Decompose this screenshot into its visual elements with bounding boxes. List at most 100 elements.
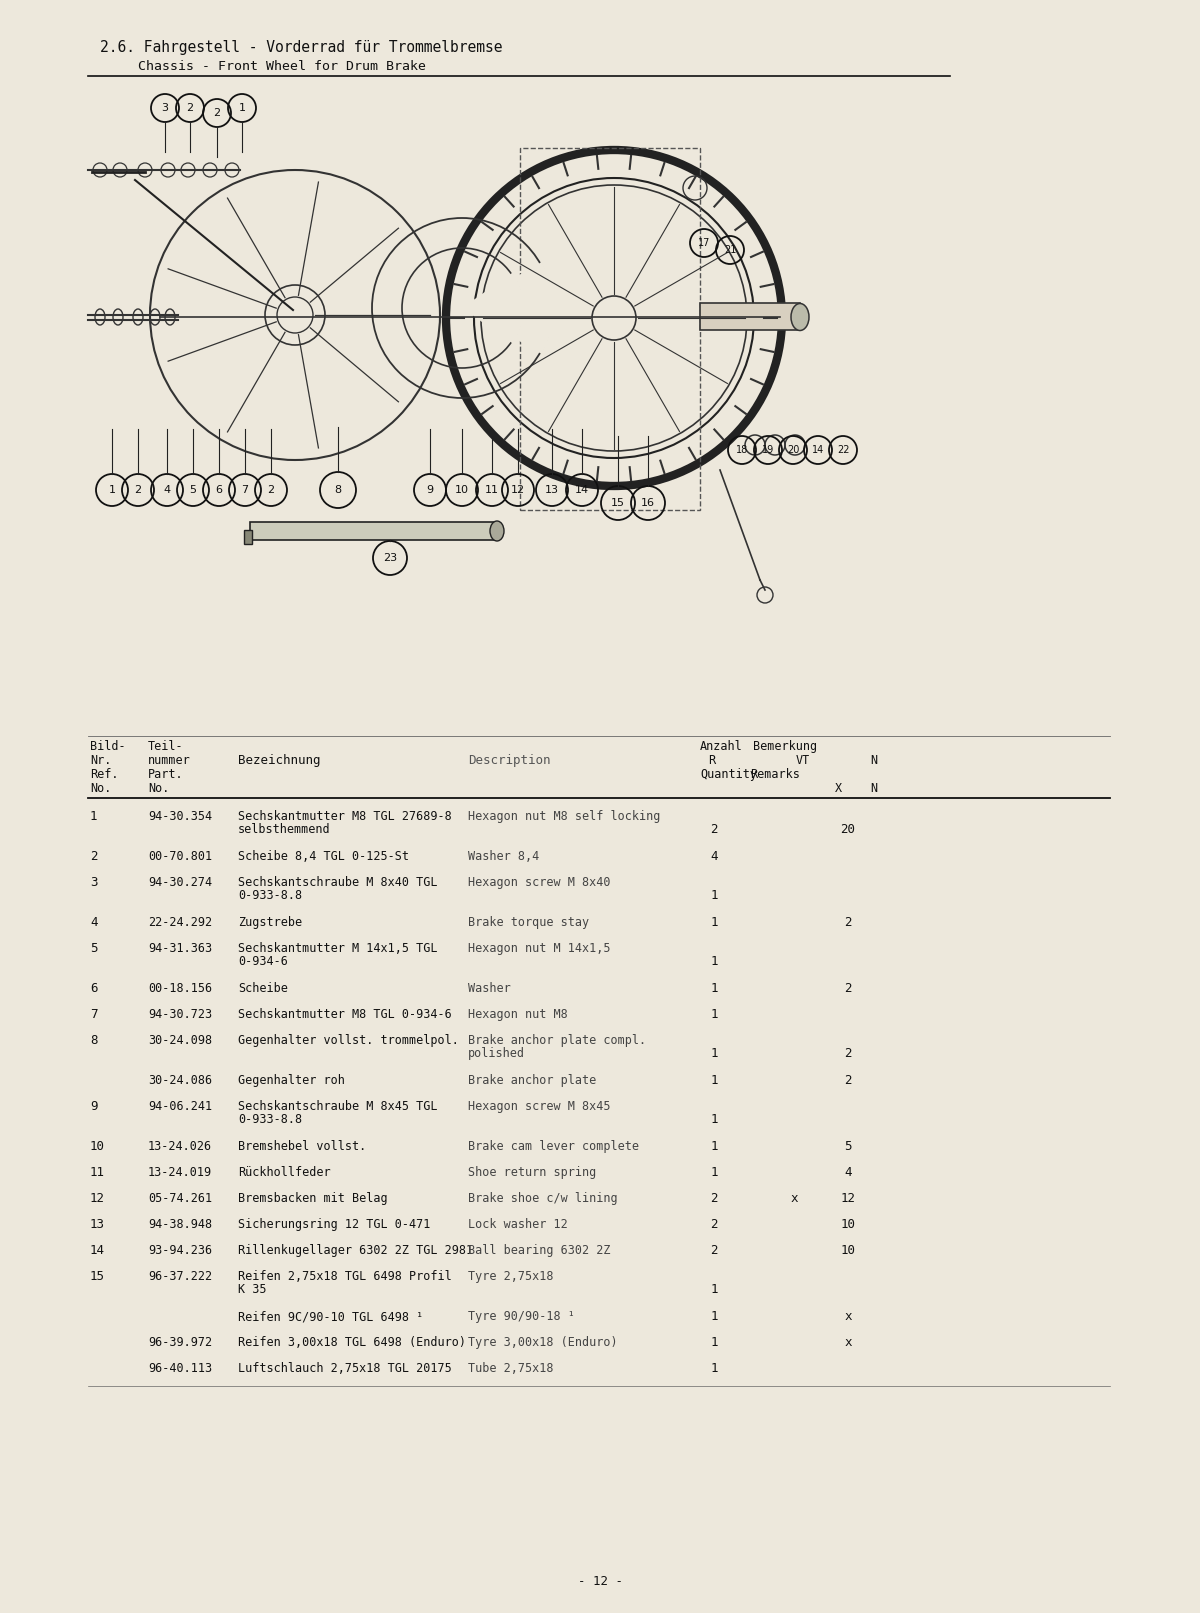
Text: Brake torque stay: Brake torque stay [468, 916, 589, 929]
Text: 96-37.222: 96-37.222 [148, 1269, 212, 1282]
Text: selbsthemmend: selbsthemmend [238, 823, 331, 836]
Text: 22-24.292: 22-24.292 [148, 916, 212, 929]
Text: 1: 1 [108, 486, 115, 495]
Text: 00-70.801: 00-70.801 [148, 850, 212, 863]
Text: Sicherungsring 12 TGL 0-471: Sicherungsring 12 TGL 0-471 [238, 1218, 431, 1231]
Text: 4: 4 [163, 486, 170, 495]
Text: K 35: K 35 [238, 1282, 266, 1295]
Text: 19: 19 [762, 445, 774, 455]
Text: 2: 2 [214, 108, 221, 118]
Text: 13-24.026: 13-24.026 [148, 1140, 212, 1153]
Text: 3: 3 [162, 103, 168, 113]
Text: polished: polished [468, 1047, 526, 1060]
Text: Part.: Part. [148, 768, 184, 781]
Text: 2: 2 [90, 850, 97, 863]
Text: 1: 1 [710, 1361, 718, 1374]
Text: 4: 4 [710, 850, 718, 863]
Text: No.: No. [148, 782, 169, 795]
Text: 30-24.086: 30-24.086 [148, 1074, 212, 1087]
Text: Reifen 9C/90-10 TGL 6498 ¹: Reifen 9C/90-10 TGL 6498 ¹ [238, 1310, 424, 1323]
Text: 2: 2 [710, 823, 718, 836]
Text: Gegenhalter vollst. trommelpol.: Gegenhalter vollst. trommelpol. [238, 1034, 458, 1047]
Text: 10: 10 [90, 1140, 106, 1153]
Text: Hexagon nut M 14x1,5: Hexagon nut M 14x1,5 [468, 942, 611, 955]
Text: 0-933-8.8: 0-933-8.8 [238, 1113, 302, 1126]
Text: Bemerkung: Bemerkung [754, 740, 817, 753]
Text: 20: 20 [787, 445, 799, 455]
Text: 3: 3 [90, 876, 97, 889]
Text: Sechskantschraube M 8x40 TGL: Sechskantschraube M 8x40 TGL [238, 876, 438, 889]
Text: Brake anchor plate compl.: Brake anchor plate compl. [468, 1034, 646, 1047]
Text: Hexagon screw M 8x45: Hexagon screw M 8x45 [468, 1100, 611, 1113]
Text: 2: 2 [710, 1218, 718, 1231]
Text: 13: 13 [545, 486, 559, 495]
Text: 16: 16 [641, 498, 655, 508]
Text: Tyre 90/90-18 ¹: Tyre 90/90-18 ¹ [468, 1310, 575, 1323]
Text: 21: 21 [724, 245, 736, 255]
Text: 15: 15 [90, 1269, 106, 1282]
Text: Hexagon screw M 8x40: Hexagon screw M 8x40 [468, 876, 611, 889]
Text: Sechskantmutter M8 TGL 0-934-6: Sechskantmutter M8 TGL 0-934-6 [238, 1008, 451, 1021]
Text: 1: 1 [710, 1140, 718, 1153]
Text: 0-933-8.8: 0-933-8.8 [238, 889, 302, 902]
Text: 1: 1 [710, 1336, 718, 1348]
Text: 5: 5 [90, 942, 97, 955]
Text: 8: 8 [90, 1034, 97, 1047]
Text: 11: 11 [485, 486, 499, 495]
Text: 9: 9 [90, 1100, 97, 1113]
Text: 1: 1 [710, 1282, 718, 1295]
Text: 9: 9 [426, 486, 433, 495]
Text: 93-94.236: 93-94.236 [148, 1244, 212, 1257]
Text: 23: 23 [383, 553, 397, 563]
Bar [520, 148, 700, 510]
Text: Bremsbacken mit Belag: Bremsbacken mit Belag [238, 1192, 388, 1205]
Text: Ball bearing 6302 2Z: Ball bearing 6302 2Z [468, 1244, 611, 1257]
Text: R: R [708, 753, 715, 768]
Text: 2: 2 [186, 103, 193, 113]
Text: Ref.: Ref. [90, 768, 119, 781]
Text: 94-30.354: 94-30.354 [148, 810, 212, 823]
Text: 94-31.363: 94-31.363 [148, 942, 212, 955]
Text: 5: 5 [845, 1140, 852, 1153]
Text: N: N [870, 782, 877, 795]
Text: Brake anchor plate: Brake anchor plate [468, 1074, 596, 1087]
Text: Sechskantmutter M 14x1,5 TGL: Sechskantmutter M 14x1,5 TGL [238, 942, 438, 955]
Text: 1: 1 [710, 1074, 718, 1087]
Text: Rückhollfeder: Rückhollfeder [238, 1166, 331, 1179]
Ellipse shape [490, 521, 504, 540]
Text: 96-40.113: 96-40.113 [148, 1361, 212, 1374]
Text: 2: 2 [710, 1192, 718, 1205]
Wedge shape [462, 273, 524, 344]
Text: 14: 14 [90, 1244, 106, 1257]
Text: 20: 20 [840, 823, 856, 836]
Text: 2: 2 [134, 486, 142, 495]
Text: 1: 1 [710, 1047, 718, 1060]
Text: 13-24.019: 13-24.019 [148, 1166, 212, 1179]
Text: 30-24.098: 30-24.098 [148, 1034, 212, 1047]
Bar [700, 303, 800, 331]
Text: Remarks: Remarks [750, 768, 800, 781]
Text: Washer 8,4: Washer 8,4 [468, 850, 539, 863]
Text: 13: 13 [90, 1218, 106, 1231]
Text: Washer: Washer [468, 982, 511, 995]
Ellipse shape [791, 303, 809, 331]
Text: No.: No. [90, 782, 112, 795]
Text: Brake shoe c/w lining: Brake shoe c/w lining [468, 1192, 618, 1205]
Text: 14: 14 [812, 445, 824, 455]
Text: 6: 6 [216, 486, 222, 495]
Text: 8: 8 [335, 486, 342, 495]
Text: Reifen 2,75x18 TGL 6498 Profil: Reifen 2,75x18 TGL 6498 Profil [238, 1269, 451, 1282]
Text: Scheibe: Scheibe [238, 982, 288, 995]
Text: Rillenkugellager 6302 2Z TGL 2981: Rillenkugellager 6302 2Z TGL 2981 [238, 1244, 473, 1257]
Text: Description: Description [468, 753, 551, 768]
Text: Quantity: Quantity [700, 768, 757, 781]
Text: 94-38.948: 94-38.948 [148, 1218, 212, 1231]
Text: 1: 1 [90, 810, 97, 823]
Text: 0-934-6: 0-934-6 [238, 955, 288, 968]
Text: - 12 -: - 12 - [577, 1574, 623, 1589]
Text: 2.6. Fahrgestell - Vorderrad für Trommelbremse: 2.6. Fahrgestell - Vorderrad für Trommel… [100, 40, 503, 55]
Text: 1: 1 [710, 1166, 718, 1179]
Text: 96-39.972: 96-39.972 [148, 1336, 212, 1348]
Text: 2: 2 [845, 916, 852, 929]
Text: 2: 2 [710, 1244, 718, 1257]
